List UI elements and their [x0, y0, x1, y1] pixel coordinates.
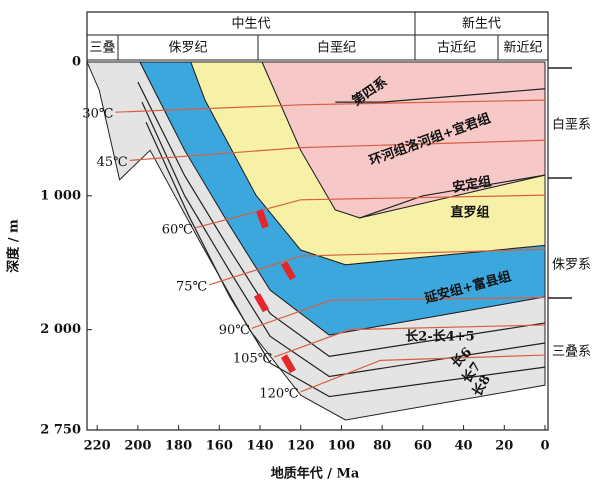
layer-label: 直罗组: [450, 205, 489, 221]
period-label: 古近纪: [437, 41, 476, 56]
period-label: 新近纪: [503, 40, 542, 56]
x-tick-label: 0: [540, 439, 549, 454]
y-axis-label: 深度 / m: [6, 219, 22, 273]
isotherm-label: 60℃: [162, 222, 193, 237]
x-tick-label: 60: [414, 439, 432, 454]
period-label: 白垩纪: [317, 40, 356, 56]
x-tick-label: 140: [246, 439, 273, 454]
y-tick-label: 2 000: [40, 322, 81, 337]
y-tick-label: 0: [72, 55, 81, 70]
x-tick-label: 20: [495, 439, 513, 454]
y-tick-label: 2 750: [40, 423, 81, 438]
layer-label: 长2-长4+5: [405, 329, 474, 345]
x-tick-label: 100: [328, 439, 355, 454]
period-label: 三叠: [89, 41, 115, 56]
isotherm-label: 105℃: [233, 352, 272, 367]
x-tick-label: 220: [84, 439, 111, 454]
isotherm-label: 120℃: [259, 386, 298, 401]
isotherm-label: 45℃: [97, 155, 128, 170]
x-tick-label: 180: [165, 439, 192, 454]
system-label: 白垩系: [552, 117, 591, 133]
x-axis-label: 地质年代 / Ma: [271, 466, 360, 482]
period-label: 侏罗纪: [168, 41, 207, 56]
era-label: 中生代: [231, 17, 270, 32]
x-tick-label: 200: [124, 439, 151, 454]
x-tick-label: 160: [206, 439, 233, 454]
x-tick-label: 80: [373, 439, 391, 454]
era-label: 新生代: [462, 16, 501, 32]
isotherm-label: 90℃: [219, 323, 250, 338]
x-tick-label: 40: [455, 439, 473, 454]
system-label: 三叠系: [552, 345, 591, 360]
x-tick-label: 120: [287, 439, 314, 454]
system-label: 侏罗系: [552, 258, 591, 273]
isotherm-label: 75℃: [176, 279, 207, 294]
y-tick-label: 1 000: [40, 188, 81, 203]
chart: 30℃45℃60℃75℃90℃105℃120℃ 地质年代 / Ma 深度 / m…: [0, 0, 608, 486]
